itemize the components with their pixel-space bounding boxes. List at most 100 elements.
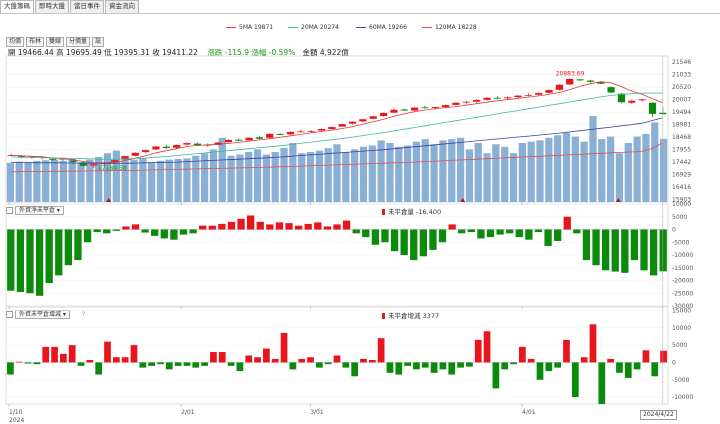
- oi-change-bar: [307, 357, 314, 363]
- oi-change-bar: [86, 360, 94, 363]
- volume-bar: [165, 159, 173, 202]
- oi-bar: [438, 229, 447, 243]
- volume-bar: [130, 159, 138, 202]
- oi-bar: [582, 229, 591, 261]
- volume-bar: [377, 140, 385, 202]
- volume-bar: [412, 141, 421, 202]
- oi-change-y-tick-label: -5000: [672, 377, 690, 384]
- volume-bar: [607, 136, 615, 202]
- candle-body: [286, 131, 295, 135]
- oi-change-bar: [616, 362, 623, 373]
- candle-body: [431, 107, 439, 109]
- volume-bar: [651, 122, 659, 202]
- legend-ma120-label: 120MA 18228: [435, 24, 477, 31]
- price-y-tick-label: 17442: [672, 159, 691, 166]
- candle-body: [441, 105, 450, 108]
- price-y-tick-label: 15903: [672, 196, 691, 203]
- price-y-tick-label: 21033: [672, 72, 691, 79]
- volume-profile-button[interactable]: 分價量: [66, 37, 91, 47]
- candle-body: [173, 145, 181, 148]
- candle-body: [69, 160, 77, 162]
- oi-y-tick-label: -30000: [672, 303, 693, 310]
- panel3-close-icon[interactable]: [6, 311, 13, 318]
- oi-bar: [544, 229, 552, 247]
- candle-body: [142, 150, 150, 153]
- oi-y-tick-label: -25000: [672, 290, 693, 297]
- oi-bar: [141, 229, 149, 233]
- oi-bar: [93, 229, 101, 233]
- oi-bar: [64, 229, 73, 266]
- oi-bar: [659, 229, 667, 272]
- tab-realtime-market[interactable]: 即時大盤: [35, 0, 69, 13]
- candle-body: [90, 164, 98, 166]
- panel2-close-icon[interactable]: [6, 207, 13, 214]
- tab-bar: 大盤籌碼 即時大盤 當日事件 資金流向: [0, 0, 140, 13]
- volume-bar: [633, 136, 641, 202]
- oi-change-bar: [139, 362, 147, 368]
- volume-bar: [368, 145, 376, 202]
- oi-change-bar: [7, 362, 14, 375]
- price-panel: 15903 16416 16929 17442 17955 18468 18981 19494…: [5, 55, 691, 203]
- avg-price-button[interactable]: 均價: [6, 37, 25, 47]
- volume-bar: [306, 151, 315, 202]
- oi-bar: [419, 229, 427, 257]
- volume-bar: [192, 155, 200, 202]
- bollinger-button[interactable]: 布林: [26, 37, 45, 47]
- oi-y-tick-label: 10000: [672, 201, 691, 208]
- candle-body: [379, 112, 388, 117]
- settings-button[interactable]: 設: [92, 37, 105, 47]
- oi-bar: [16, 229, 25, 292]
- oi-bar: [112, 229, 120, 231]
- volume-bar: [659, 138, 668, 202]
- oi-change-bar: [536, 362, 544, 380]
- oi-bar: [563, 216, 571, 230]
- volume-bar: [545, 137, 553, 202]
- oi-y-tick-label: -15000: [672, 265, 693, 272]
- candle-body: [638, 99, 646, 101]
- volume-bar: [589, 116, 597, 202]
- oi-bar: [525, 229, 533, 240]
- open-value: 開 19466.44: [8, 48, 54, 57]
- oi-bar: [333, 224, 341, 230]
- oi-bar: [256, 221, 264, 230]
- oi-bar: [448, 224, 456, 230]
- volume-bar: [509, 153, 518, 202]
- low-value: 低 19395.31: [104, 48, 150, 57]
- oi-change-bar: [298, 358, 306, 363]
- oi-change-bar: [33, 362, 41, 365]
- candle-body: [235, 139, 243, 141]
- oi-change-bar: [448, 362, 456, 375]
- price-y-tick-label: 18981: [672, 122, 691, 129]
- volume-bar: [245, 151, 253, 202]
- candle-body: [214, 142, 222, 145]
- tab-fund-flow[interactable]: 資金流向: [105, 0, 139, 13]
- oi-change-y-tick-label: 0: [672, 359, 676, 366]
- oi-bar: [630, 229, 639, 261]
- dual-line-button[interactable]: 雙線: [46, 37, 65, 47]
- oi-bar: [486, 229, 495, 238]
- oi-bar: [573, 229, 581, 234]
- oi-bar: [45, 229, 53, 284]
- oi-change-bar: [474, 339, 482, 363]
- tab-market-chips[interactable]: 大盤籌碼: [0, 0, 34, 13]
- oi-change-bar: [554, 362, 562, 368]
- oi-change-bar: [271, 358, 279, 363]
- oi-bar: [390, 229, 399, 252]
- candle-body: [421, 107, 429, 109]
- volume-bar: [324, 148, 332, 202]
- panel2-select[interactable]: 外資淨未平倉 ▾: [15, 206, 64, 215]
- panel3-help-icon[interactable]: ?: [81, 311, 86, 318]
- oi-bar: [208, 225, 216, 230]
- oi-change-y-tick-label: 15000: [672, 307, 691, 314]
- oi-change-bar: [289, 362, 297, 370]
- oi-bar: [496, 229, 504, 235]
- oi-bar: [554, 229, 562, 241]
- volume-bar: [615, 153, 624, 202]
- oi-change-bar: [624, 362, 632, 379]
- candle-body: [245, 137, 253, 141]
- volume-bar: [253, 149, 262, 202]
- tab-daily-events[interactable]: 當日事件: [70, 0, 104, 13]
- oi-bar: [227, 221, 236, 230]
- oi-change-bar: [157, 362, 164, 365]
- panel3-title: 未平倉增減 3377: [382, 310, 439, 320]
